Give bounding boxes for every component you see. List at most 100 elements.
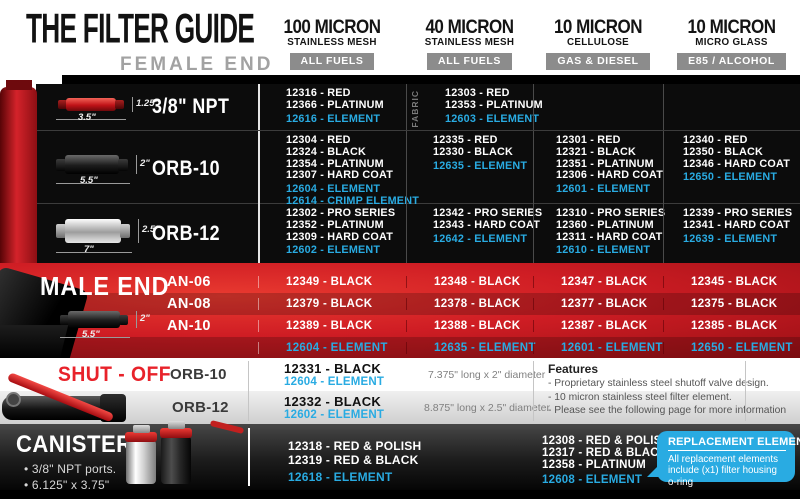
list-item: 12350 - BLACK [683,145,764,158]
part-number: 12379 - BLACK [258,298,406,310]
list-item: 12309 - HARD COAT [286,230,393,243]
fuel-badge: GAS & DIESEL [546,53,650,70]
list-item: 12311 - HARD COAT [556,230,663,243]
dimension-line [136,311,137,328]
part-number: 12332 - BLACK [284,394,382,409]
row-label: AN-06 [167,274,211,290]
list-item: 12353 - PLATINUM [445,98,543,111]
cell-orb10-10micron-cellulose: 12301 - RED 12321 - BLACK 12351 - PLATINUM… [533,131,663,208]
list-item: 12302 - PRO SERIES [286,207,396,219]
element-number: 12608 - ELEMENT [542,473,643,486]
dimension-line [56,183,130,184]
element-number: 12642 - ELEMENT [433,232,528,245]
list-item: 12352 - PLATINUM [286,218,384,231]
part-number: 12348 - BLACK [406,276,533,288]
shutoff-row-orb12 [0,391,800,424]
list-item: - 10 micron stainless steel filter eleme… [548,391,732,403]
row-label-cell: 1.25" 3.5" 3/8" NPT [36,84,258,130]
column-divider [745,361,746,421]
red-filter-illustration: 1.25" 3.5" [56,88,160,128]
cell-orb12-100micron: 12302 - PRO SERIES 12352 - PLATINUM 12309 … [258,204,406,263]
list-item: 12330 - BLACK [433,145,514,158]
part-number: 12345 - BLACK [663,276,800,288]
list-item: 12308 - RED & POLISH [542,435,670,447]
list-item: 12307 - HARD COAT [286,169,393,182]
dimension-line [60,337,130,338]
part-number: 12375 - BLACK [663,298,800,310]
part-number: 12349 - BLACK [258,276,406,288]
list-item: 12318 - RED & POLISH [288,439,422,453]
male-row-an06: AN-06 12349 - BLACK 12348 - BLACK 12347 … [0,271,800,293]
dimension-line [56,252,132,253]
element-number: 12635 - ELEMENT [433,159,528,172]
list-item: - Proprietary stainless steel shutoff va… [548,378,769,389]
row-label: AN-10 [167,318,211,334]
list-item: 12306 - HARD COAT [556,169,663,182]
element-number: 12618 - ELEMENT [288,470,393,484]
list-item: • 6.125" x 3.75" [24,477,110,492]
cell-orb10-10micron-glass: 12340 - RED 12350 - BLACK 12346 - HARD COA… [663,131,800,208]
dimension-line [56,119,126,120]
part-number: 12388 - BLACK [406,320,533,332]
row-label: ORB-12 [152,221,221,245]
fabric-note: FABRIC [410,90,420,128]
female-end-heading: FEMALE END [120,54,274,75]
column-divider [248,361,249,421]
table-top-bar [62,75,800,84]
dimension-line [132,97,133,112]
shutoff-valve-photo [0,372,150,424]
list-item: 12304 - RED [286,134,351,146]
element-number: 12650 - ELEMENT [683,171,778,184]
row-label: 3/8" NPT [152,95,230,118]
list-item: 12343 - HARD COAT [433,218,540,231]
size-note: 8.875" long x 2.5" diameter [424,402,550,414]
column-header-100-micron: 100 MICRON STAINLESS MESH ALL FUELS [258,0,406,75]
dimension-line [136,155,137,174]
column-divider [533,361,534,421]
brand-block: THE FILTER GUIDE FEMALE END [26,6,271,75]
list-item: include (x1) filter housing o-ring [668,465,777,488]
element-number: 12602 - ELEMENT [284,409,385,421]
canister-100micron-parts: 12318 - RED & POLISH 12319 - RED & BLACK … [288,439,421,484]
shutoff-section: SHUT - OFF ORB-10 ORB-12 12331 - BLACK 1… [0,358,800,424]
element-number: 12610 - ELEMENT [556,244,651,257]
part-number: 12378 - BLACK [406,298,533,310]
element-number: 12604 - ELEMENT [284,376,385,388]
list-item: 12341 - HARD COAT [683,218,790,231]
features-block: Features - Proprietary stainless steel s… [548,362,793,418]
column-header-spacer [0,0,258,75]
element-number: 12650 - ELEMENT [663,341,800,354]
element-number: 12639 - ELEMENT [683,232,778,245]
row-label-cell: 2" 5.5" ORB-10 [36,131,258,208]
male-row-elements: 12604 - ELEMENT 12635 - ELEMENT 12601 - … [0,337,800,358]
list-item: 12360 - PLATINUM [556,218,654,231]
element-number: 12604 - ELEMENT [258,341,406,354]
list-item: All replacement elements [668,454,778,465]
chrome-filter-illustration: 2.5" 7" [56,211,160,257]
part-number: 12389 - BLACK [258,320,406,332]
element-number: 12616 - ELEMENT [286,112,381,125]
list-item: 12316 - RED [286,87,351,99]
cell-npt-40micron: FABRIC 12303 - RED 12353 - PLATINUM 12603… [406,84,543,130]
row-label: ORB-10 [152,157,221,181]
cell-npt-10micron-cellulose [533,84,663,130]
part-number: 12377 - BLACK [533,298,663,310]
canister-specs: • 3/8" NPT ports. • 6.125" x 3.75" [24,462,116,493]
row-label: ORB-10 [170,366,227,383]
list-item: 12366 - PLATINUM [286,98,384,111]
black-fitting-photo [0,325,69,359]
canister-photo-polish [125,425,157,484]
list-item: 12346 - HARD COAT [683,157,790,170]
header: THE FILTER GUIDE FEMALE END 100 MICRON S… [0,0,800,84]
cell-orb12-10micron-glass: 12339 - PRO SERIES 12341 - HARD COAT 1263… [663,204,800,263]
part-number: 12387 - BLACK [533,320,663,332]
list-item: 12342 - PRO SERIES [433,207,543,219]
column-divider [248,428,250,486]
shutoff-orb12-parts: 12332 - BLACK 12602 - ELEMENT [284,395,384,422]
column-header-10-micron-micro-glass: 10 MICRON MICRO GLASS E85 / ALCOHOL [663,0,800,75]
list-item: 12339 - PRO SERIES [683,207,793,219]
red-filter-photo [0,87,37,263]
